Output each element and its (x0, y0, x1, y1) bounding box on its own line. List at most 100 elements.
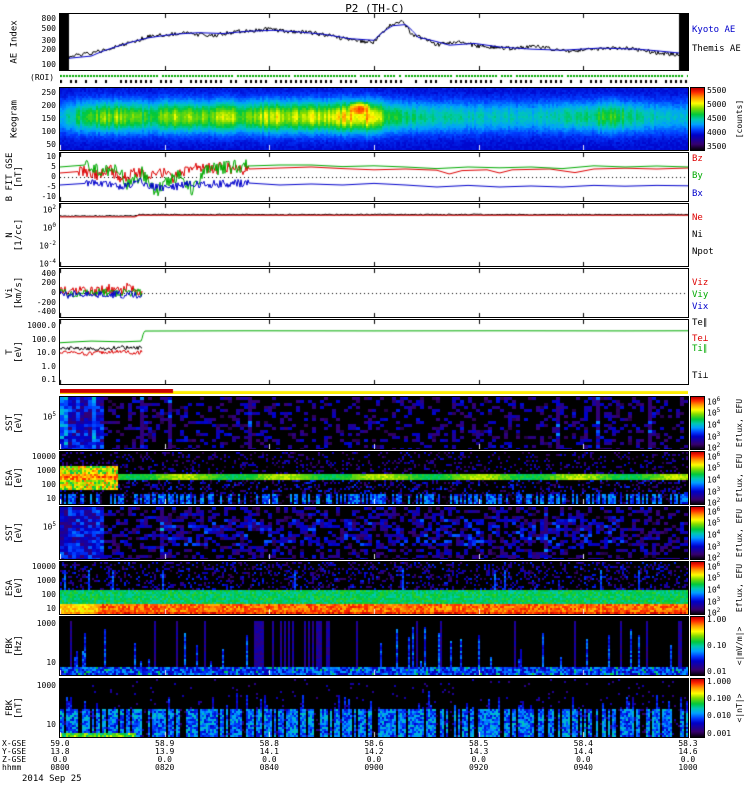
y-tick-label: 300 (41, 35, 56, 45)
y-tick-label: 10 (46, 720, 56, 730)
panel-velocity (59, 268, 689, 318)
plot-title: P2 (TH-C) (345, 2, 405, 15)
panel-b-fit-gse-canvas (60, 153, 688, 201)
y-tick-label: 200 (41, 278, 56, 288)
panel-density-canvas (60, 204, 688, 266)
colorbar-fbk-b (690, 678, 705, 738)
axis-value: 58.4 (573, 739, 593, 748)
series-label-ti⊥: Ti⊥ (692, 371, 709, 382)
y-tick-label: 800 (41, 13, 56, 23)
y-tick-label: 10.0 (36, 348, 56, 358)
colorbar-tick-label: 0.10 (707, 641, 727, 650)
colorbar-tick-label: 1.000 (707, 677, 732, 687)
y-tick-label: 10 (46, 493, 56, 503)
panel-keogram (59, 87, 689, 151)
y-tick-label: -10 (41, 192, 56, 202)
y-tick-label: 10-4 (39, 257, 56, 269)
colorbar-tick-label: 5000 (707, 100, 727, 110)
panel-fbk-b (59, 678, 689, 738)
panel-esa-ion-axis-label: ESA [eV] (5, 467, 24, 489)
y-tick-label: 105 (42, 411, 56, 422)
axis-value: 58.6 (364, 739, 384, 748)
colorbar-tick-label: 5500 (707, 86, 727, 96)
y-tick-label: 102 (42, 204, 56, 216)
y-tick-label: 100 (42, 222, 56, 233)
axis-value: 59.0 (50, 739, 70, 748)
y-tick-label: -400 (36, 307, 56, 317)
colorbar-tick-label: 103 (707, 540, 721, 552)
panel-esa-electron (59, 561, 689, 615)
axis-value: 14.2 (364, 747, 384, 756)
y-tick-label: 100 (41, 480, 56, 490)
axis-value: 0.0 (157, 755, 172, 764)
colorbar-fbk-b-canvas (691, 679, 704, 737)
panel-ae-index-canvas (60, 14, 688, 70)
panel-sst-ion (59, 396, 689, 450)
panel-sst-electron-canvas (60, 507, 688, 559)
panel-esa-electron-axis-label: ESA [eV] (5, 577, 24, 599)
colorbar-esa-electron-canvas (691, 562, 704, 614)
series-label-viz: Viz (692, 278, 709, 289)
colorbar-tick-label: 104 (707, 419, 721, 430)
panel-density-axis-label: N [1/cc] (5, 218, 24, 252)
colorbar-unit-label: Eflux, EFU (735, 508, 744, 558)
axis-value: 0.0 (680, 755, 696, 764)
axis-value: 58.5 (469, 739, 489, 748)
panel-roi-strip-canvas (60, 74, 688, 84)
colorbar-unit-label: Eflux, EFU (735, 398, 744, 448)
colorbar-unit-label: Eflux, EFU (735, 453, 744, 503)
axis-value: 0.0 (366, 755, 382, 764)
axis-row-label-x-gse: X-GSE (2, 739, 27, 748)
panel-sst-ion-axis-label: SST [eV] (5, 412, 24, 434)
colorbar-tick-label: 106 (707, 505, 721, 517)
series-label-te⊥: Te⊥ (692, 334, 709, 345)
series-label-bz: Bz (692, 153, 703, 164)
panel-temperature (59, 319, 689, 385)
series-label-bx: Bx (692, 188, 703, 199)
series-label-ti∥: Ti∥ (692, 343, 708, 354)
series-label-npot: Npot (692, 247, 714, 258)
y-tick-label: 0.1 (41, 375, 56, 385)
y-tick-label: 200 (41, 100, 56, 110)
colorbar-tick-label: 105 (707, 572, 721, 583)
y-tick-label: 10 (46, 603, 56, 613)
colorbar-unit-label: [counts] (735, 99, 744, 139)
colorbar-sst-electron-canvas (691, 507, 704, 559)
colorbar-unit-label: <|nT|> (735, 693, 744, 723)
y-tick-label: 10 (46, 658, 56, 668)
axis-row-label-y-gse: Y-GSE (2, 747, 27, 756)
series-label-by: By (692, 171, 703, 182)
series-label-ne: Ne (692, 212, 703, 223)
colorbar-tick-label: 104 (707, 474, 721, 485)
colorbar-esa-ion-canvas (691, 452, 704, 504)
series-label-themis ae: Themis AE (692, 43, 741, 54)
series-label-ni: Ni (692, 230, 703, 240)
axis-value: 13.9 (155, 747, 175, 756)
axis-value: 14.1 (259, 747, 279, 756)
panel-b-fit-gse-axis-label: B FIT GSE [nT] (5, 152, 24, 202)
y-tick-label: 250 (41, 88, 56, 98)
axis-value: 0820 (155, 763, 175, 772)
colorbar-tick-label: 102 (707, 442, 721, 454)
axis-value: 1000 (678, 763, 698, 772)
y-tick-label: 100 (41, 127, 56, 137)
colorbar-tick-label: 106 (707, 560, 721, 572)
colorbar-tick-label: 105 (707, 407, 721, 418)
panel-roi-strip (60, 74, 688, 84)
colorbar-tick-label: 0.100 (707, 694, 732, 704)
colorbar-tick-label: 0.01 (707, 666, 727, 676)
y-tick-label: 100 (41, 60, 56, 70)
panel-sst-electron (59, 506, 689, 560)
colorbar-tick-label: 0.001 (707, 728, 732, 738)
colorbar-tick-label: 102 (707, 497, 721, 509)
axis-row-label-hhmm: hhmm (2, 763, 22, 772)
y-tick-label: 1000 (36, 576, 56, 586)
axis-value: 0940 (573, 763, 593, 772)
y-tick-label: 5 (51, 162, 56, 172)
y-tick-label: 10 (46, 151, 56, 161)
axis-value: 0920 (469, 763, 489, 772)
panel-fbk-b-axis-label: FBK [nT] (5, 697, 24, 719)
axis-value: 0800 (50, 763, 70, 772)
colorbar-tick-label: 104 (707, 584, 721, 595)
